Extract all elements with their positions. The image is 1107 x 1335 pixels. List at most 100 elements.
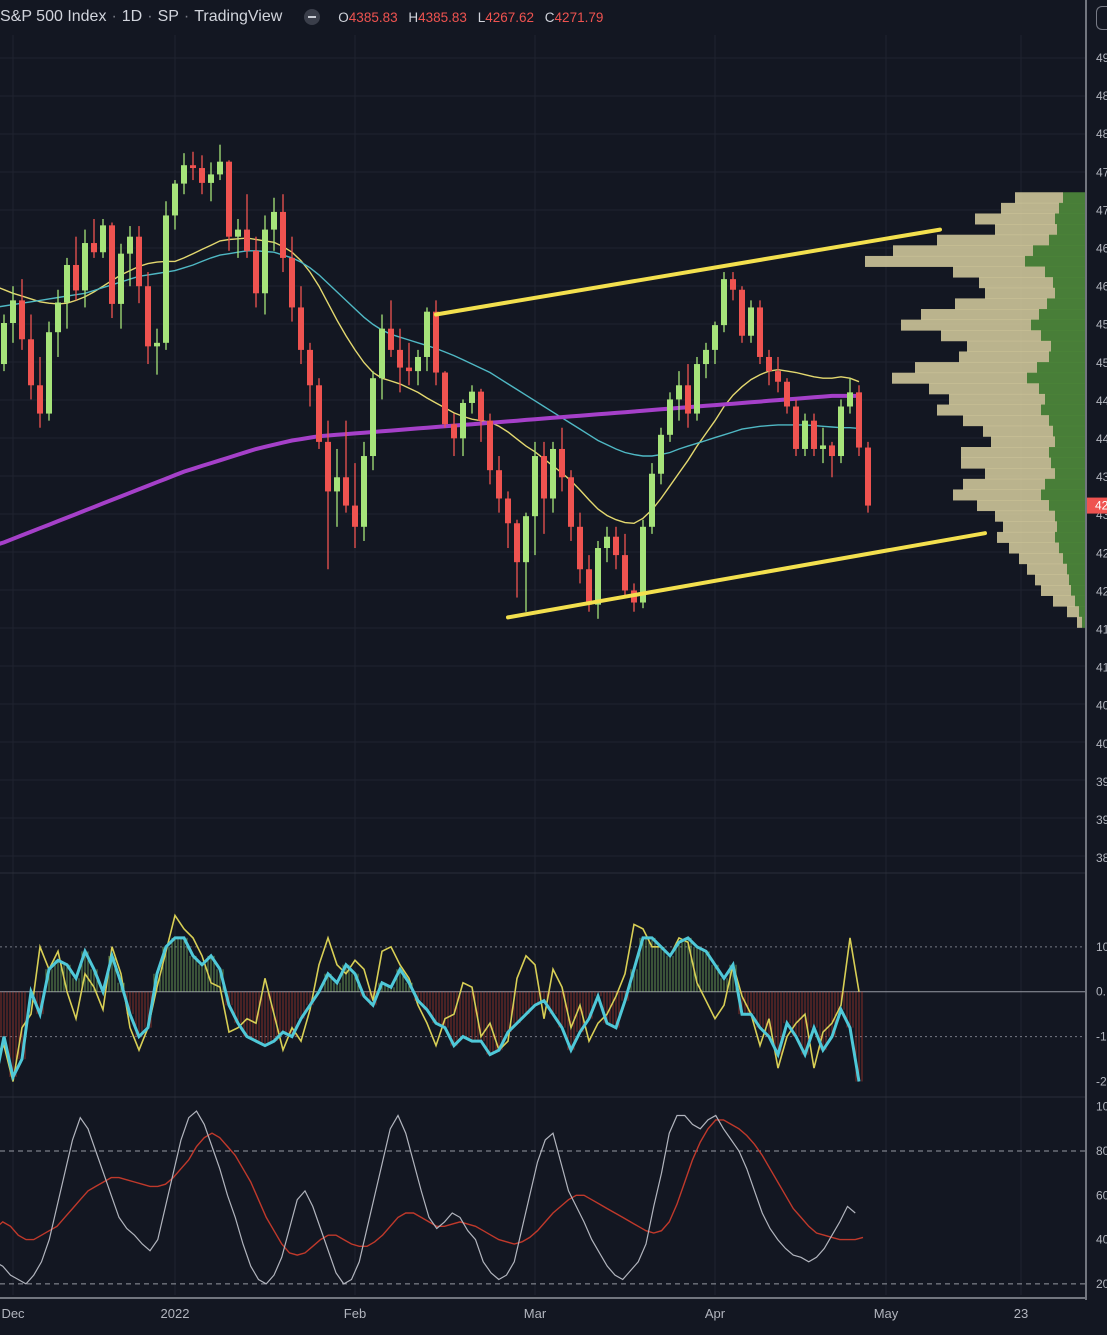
- candle-body: [550, 448, 556, 499]
- source-label: TradingView: [194, 8, 283, 25]
- current-price-badge: [1087, 497, 1107, 514]
- time-tick-label: Dec: [1, 1306, 25, 1321]
- price-tick-label: 48: [1096, 127, 1107, 141]
- candle-body: [739, 289, 745, 336]
- volume-profile-sell-bar: [915, 362, 1037, 374]
- candle-body: [451, 424, 457, 439]
- candle-body: [415, 356, 421, 372]
- stoch-tick-label: 10: [1096, 1100, 1107, 1114]
- price-tick-label: 42: [1096, 584, 1107, 598]
- candle-body: [145, 286, 151, 347]
- stoch-tick-label: 20: [1096, 1277, 1107, 1291]
- volume-profile-sell-bar: [1027, 563, 1067, 575]
- candle-body: [685, 385, 691, 414]
- candle-body: [514, 523, 520, 563]
- price-tick-label: 42: [1096, 546, 1107, 560]
- candle-body: [100, 225, 106, 253]
- volume-profile-sell-bar: [929, 383, 1039, 395]
- candle-body: [406, 367, 412, 372]
- volume-profile-buy-bar: [1051, 340, 1085, 352]
- candle-body: [253, 250, 259, 294]
- channel-line: [506, 531, 987, 620]
- volume-profile-buy-bar: [1053, 277, 1085, 289]
- volume-profile-buy-bar: [1049, 500, 1085, 512]
- candle-body: [10, 300, 16, 324]
- volume-profile-sell-bar: [949, 393, 1045, 405]
- price-tick-label: 39: [1096, 775, 1107, 789]
- candle-body: [64, 264, 70, 303]
- stoch-tick-label: 60: [1096, 1188, 1107, 1202]
- volume-profile-buy-bar: [1055, 510, 1085, 522]
- volume-profile-buy-bar: [1055, 213, 1085, 225]
- trend-channel[interactable]: [434, 227, 987, 620]
- settings-button[interactable]: [1096, 6, 1107, 30]
- high-value: 4385.83: [418, 9, 467, 25]
- time-axis[interactable]: Dec 2022 Feb Mar Apr May 23: [0, 1297, 1085, 1321]
- candle-body: [613, 536, 619, 556]
- volume-profile-buy-bar: [1041, 404, 1085, 416]
- candle-body: [352, 505, 358, 527]
- candle-body: [37, 385, 43, 414]
- price-tick-label: 43: [1096, 508, 1107, 522]
- candle-body: [325, 441, 331, 492]
- candle-body: [766, 356, 772, 372]
- candle-body: [523, 516, 529, 563]
- price-tick-label: 41: [1096, 661, 1107, 675]
- volume-profile-sell-bar: [893, 245, 1033, 257]
- volume-profile-sell-bar: [967, 340, 1051, 352]
- candle-body: [28, 339, 34, 386]
- ohlc-values: O4385.83 H4385.83 L4267.62 C4271.79: [338, 10, 610, 25]
- separator: ·: [111, 8, 117, 25]
- candle-body: [712, 325, 718, 350]
- volume-profile-buy-bar: [1063, 192, 1085, 204]
- volume-profile-sell-bar: [997, 531, 1055, 543]
- candle-body: [568, 477, 574, 527]
- candle-body: [199, 168, 205, 183]
- time-tick-label: May: [874, 1306, 899, 1321]
- candle-body: [703, 349, 709, 365]
- open-key: O: [338, 9, 349, 25]
- candle-body: [658, 434, 664, 474]
- volume-profile-sell-bar: [1053, 595, 1075, 607]
- candle-body: [127, 236, 133, 254]
- stoch-k-line: [0, 1110, 856, 1285]
- volume-profile-sell-bar: [985, 468, 1055, 480]
- gridlines: [0, 35, 1085, 1295]
- volume-profile-buy-bar: [1057, 224, 1085, 236]
- volume-profile-sell-bar: [963, 478, 1045, 490]
- volume-profile-sell-bar: [937, 404, 1041, 416]
- volume-profile-buy-bar: [1055, 287, 1085, 299]
- price-tick-label: 49: [1096, 51, 1107, 65]
- price-tick-label: 46: [1096, 280, 1107, 294]
- volume-profile-buy-bar: [1041, 330, 1085, 342]
- ma_slow-line: [0, 393, 859, 546]
- volume-profile-buy-bar: [1039, 309, 1085, 321]
- volume-profile-buy-bar: [1033, 245, 1085, 257]
- candle-body: [217, 161, 223, 175]
- low-key: L: [477, 9, 486, 25]
- volume-profile-buy-bar: [1047, 298, 1085, 310]
- hide-legend-icon[interactable]: [304, 9, 321, 25]
- price-tick-label: 44: [1096, 394, 1107, 408]
- candle-body: [577, 526, 583, 570]
- price-tick-label: 38: [1096, 851, 1107, 865]
- candle-body: [586, 569, 592, 605]
- candle-body: [91, 243, 97, 253]
- oscillator-tick-label: -1: [1096, 1030, 1107, 1044]
- volume-profile-sell-bar: [961, 457, 1051, 469]
- symbol-name[interactable]: S&P 500 Index: [0, 8, 107, 25]
- volume-profile-buy-bar: [1057, 521, 1085, 533]
- volume-profile-sell-bar: [953, 266, 1045, 278]
- candle-body: [163, 215, 169, 343]
- volume-profile-buy-bar: [1055, 468, 1085, 480]
- candle-body: [757, 307, 763, 357]
- volume-profile-buy-bar: [1027, 372, 1085, 384]
- chart-legend-header: S&P 500 Index · 1D · SP · TradingView O4…: [0, 6, 610, 28]
- time-tick-label: Mar: [524, 1306, 547, 1321]
- price-axis[interactable]: 4948484747464645454444434342424141404039…: [1085, 0, 1107, 1335]
- candle-body: [460, 402, 466, 439]
- candle-body: [370, 378, 376, 457]
- interval-label[interactable]: 1D: [121, 8, 143, 25]
- candle-body: [649, 473, 655, 527]
